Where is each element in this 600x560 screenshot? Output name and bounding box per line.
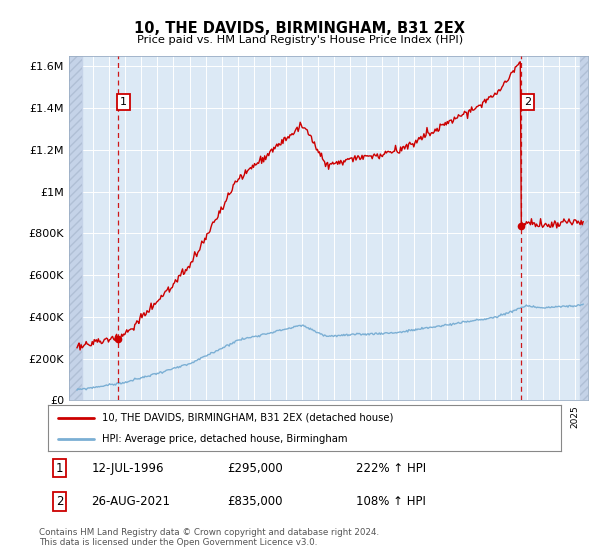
Text: £835,000: £835,000 <box>227 495 283 508</box>
Text: 1: 1 <box>120 97 127 107</box>
Text: 10, THE DAVIDS, BIRMINGHAM, B31 2EX: 10, THE DAVIDS, BIRMINGHAM, B31 2EX <box>134 21 466 36</box>
Text: 10, THE DAVIDS, BIRMINGHAM, B31 2EX (detached house): 10, THE DAVIDS, BIRMINGHAM, B31 2EX (det… <box>102 413 393 423</box>
Text: Contains HM Land Registry data © Crown copyright and database right 2024.
This d: Contains HM Land Registry data © Crown c… <box>39 528 379 547</box>
Text: 222% ↑ HPI: 222% ↑ HPI <box>356 461 426 474</box>
Text: 26-AUG-2021: 26-AUG-2021 <box>92 495 170 508</box>
Text: £295,000: £295,000 <box>227 461 283 474</box>
Polygon shape <box>580 56 588 400</box>
Polygon shape <box>69 56 82 400</box>
Text: 2: 2 <box>524 97 531 107</box>
Text: HPI: Average price, detached house, Birmingham: HPI: Average price, detached house, Birm… <box>102 435 347 444</box>
Text: 108% ↑ HPI: 108% ↑ HPI <box>356 495 425 508</box>
Text: Price paid vs. HM Land Registry's House Price Index (HPI): Price paid vs. HM Land Registry's House … <box>137 35 463 45</box>
Text: 12-JUL-1996: 12-JUL-1996 <box>92 461 164 474</box>
Text: 1: 1 <box>56 461 63 474</box>
Text: 2: 2 <box>56 495 63 508</box>
